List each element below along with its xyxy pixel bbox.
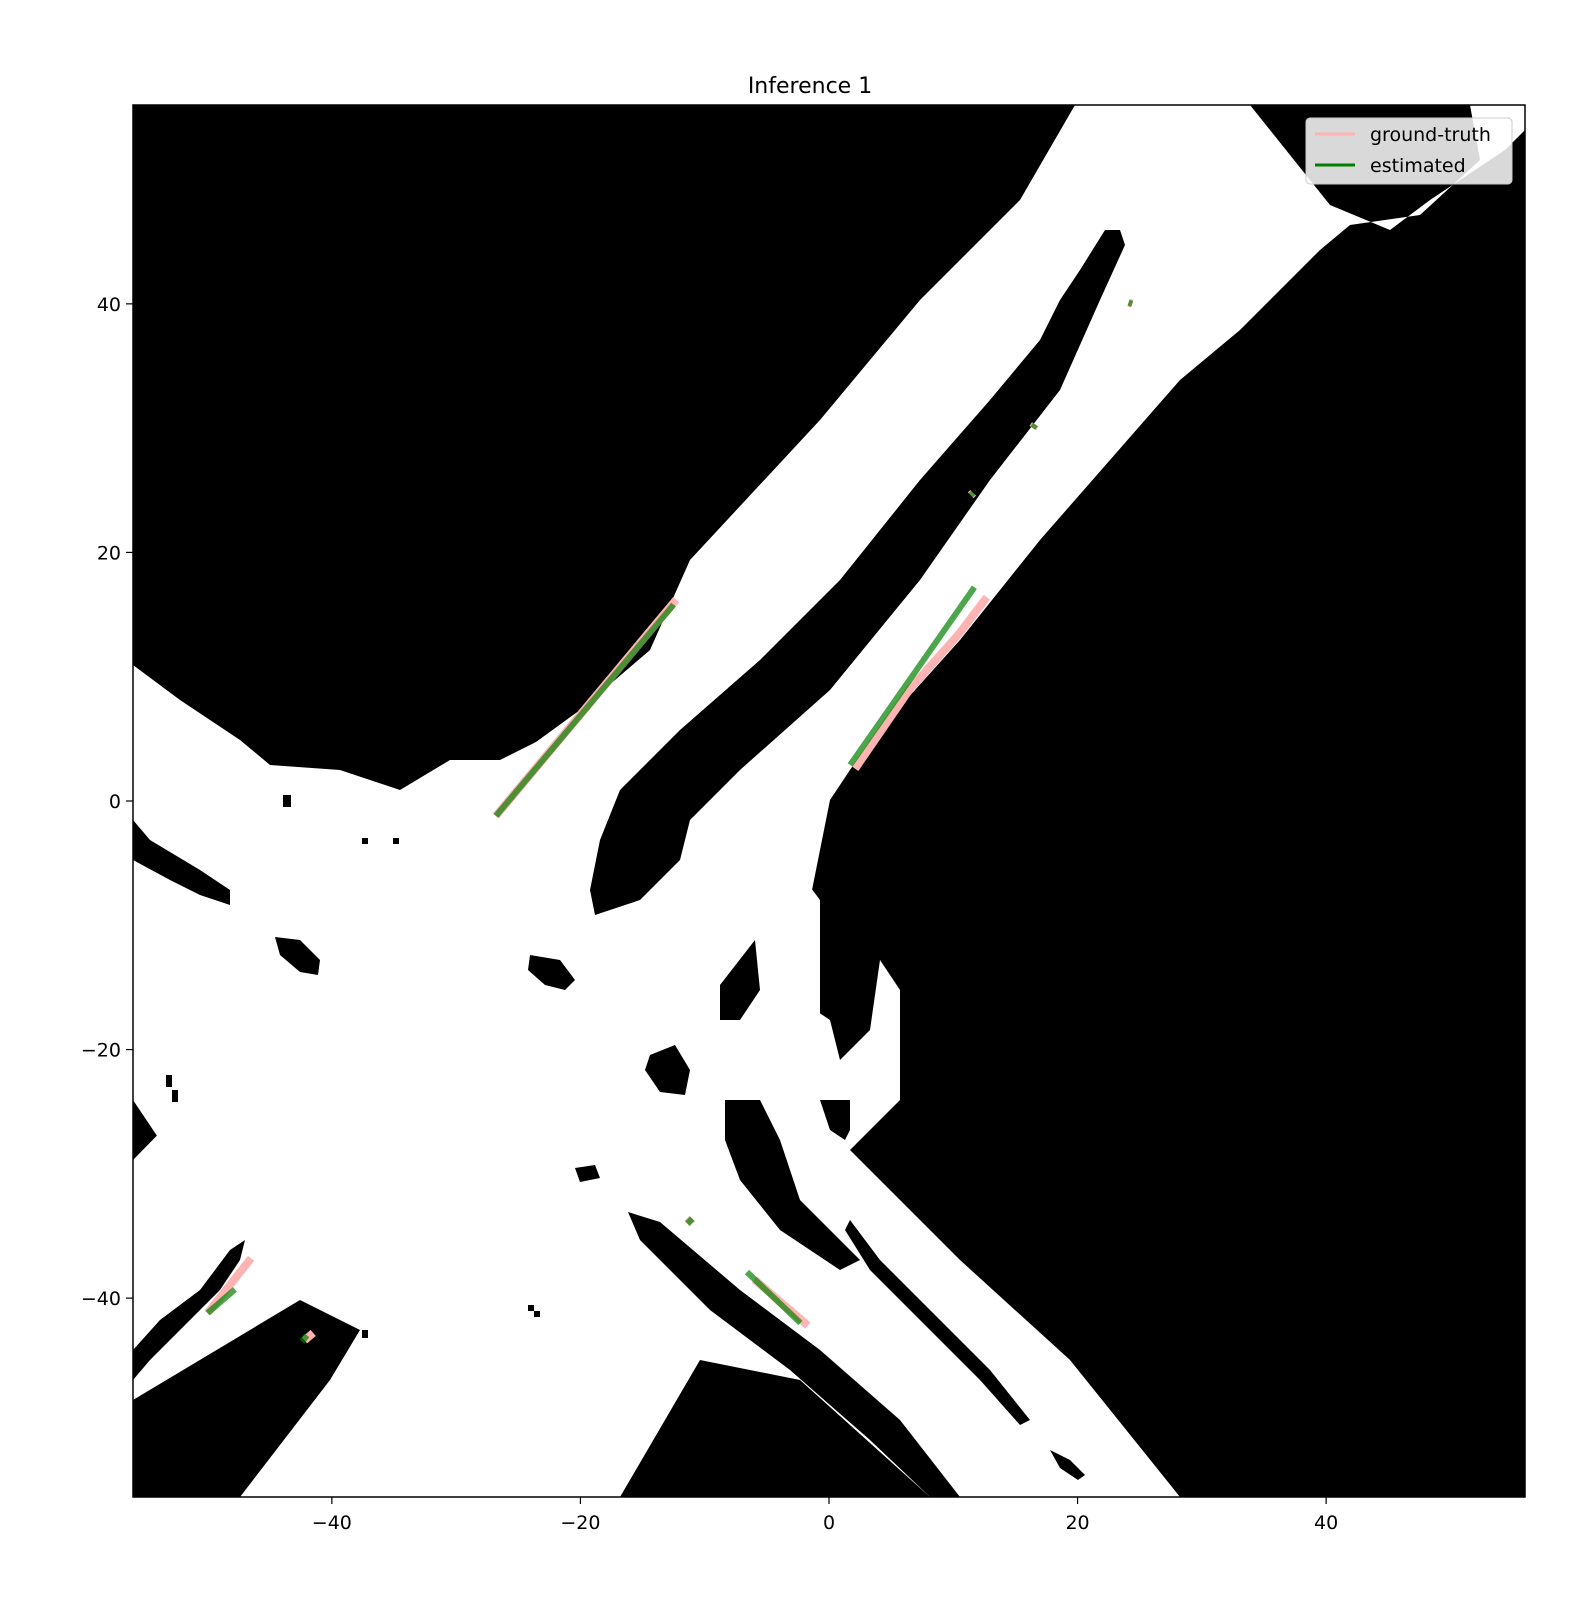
estimated-segment-5 <box>685 1216 695 1226</box>
x-axis: −40 −20 0 20 40 <box>312 1497 1338 1534</box>
estimated-segment-6 <box>1030 422 1038 430</box>
y-tick-label: −40 <box>81 1288 121 1310</box>
x-tick-label: 40 <box>1314 1512 1338 1534</box>
legend-label-estimated: estimated <box>1370 155 1466 177</box>
legend-box <box>1305 117 1513 185</box>
y-axis: −40 −20 0 20 40 <box>81 294 133 1310</box>
ground-truth-segment-1 <box>851 594 991 771</box>
x-tick-label: −20 <box>560 1512 600 1534</box>
estimated-segment-2 <box>205 1287 237 1316</box>
y-tick-label: 0 <box>109 791 121 813</box>
y-tick-label: 40 <box>97 294 121 316</box>
map-obstacles <box>133 230 1125 1497</box>
estimated-segment-3 <box>744 1269 803 1326</box>
estimated-segment-1 <box>847 585 977 767</box>
occupancy-map <box>133 105 1525 1497</box>
y-tick-label: 20 <box>97 542 121 564</box>
x-tick-label: 0 <box>823 1512 835 1534</box>
x-tick-label: −40 <box>312 1512 352 1534</box>
x-tick-label: 20 <box>1065 1512 1089 1534</box>
estimated-segment-7 <box>968 490 976 498</box>
estimated-segment-8 <box>1127 299 1134 307</box>
series-layer <box>204 298 1134 1344</box>
chart-title: Inference 1 <box>748 74 872 99</box>
estimated-segment-0 <box>493 602 676 818</box>
legend-label-ground-truth: ground-truth <box>1370 124 1491 146</box>
map-free-space <box>133 105 1525 1497</box>
legend: ground-truth estimated <box>1305 117 1513 185</box>
y-tick-label: −20 <box>81 1040 121 1062</box>
estimated-segment-4 <box>299 1333 310 1344</box>
